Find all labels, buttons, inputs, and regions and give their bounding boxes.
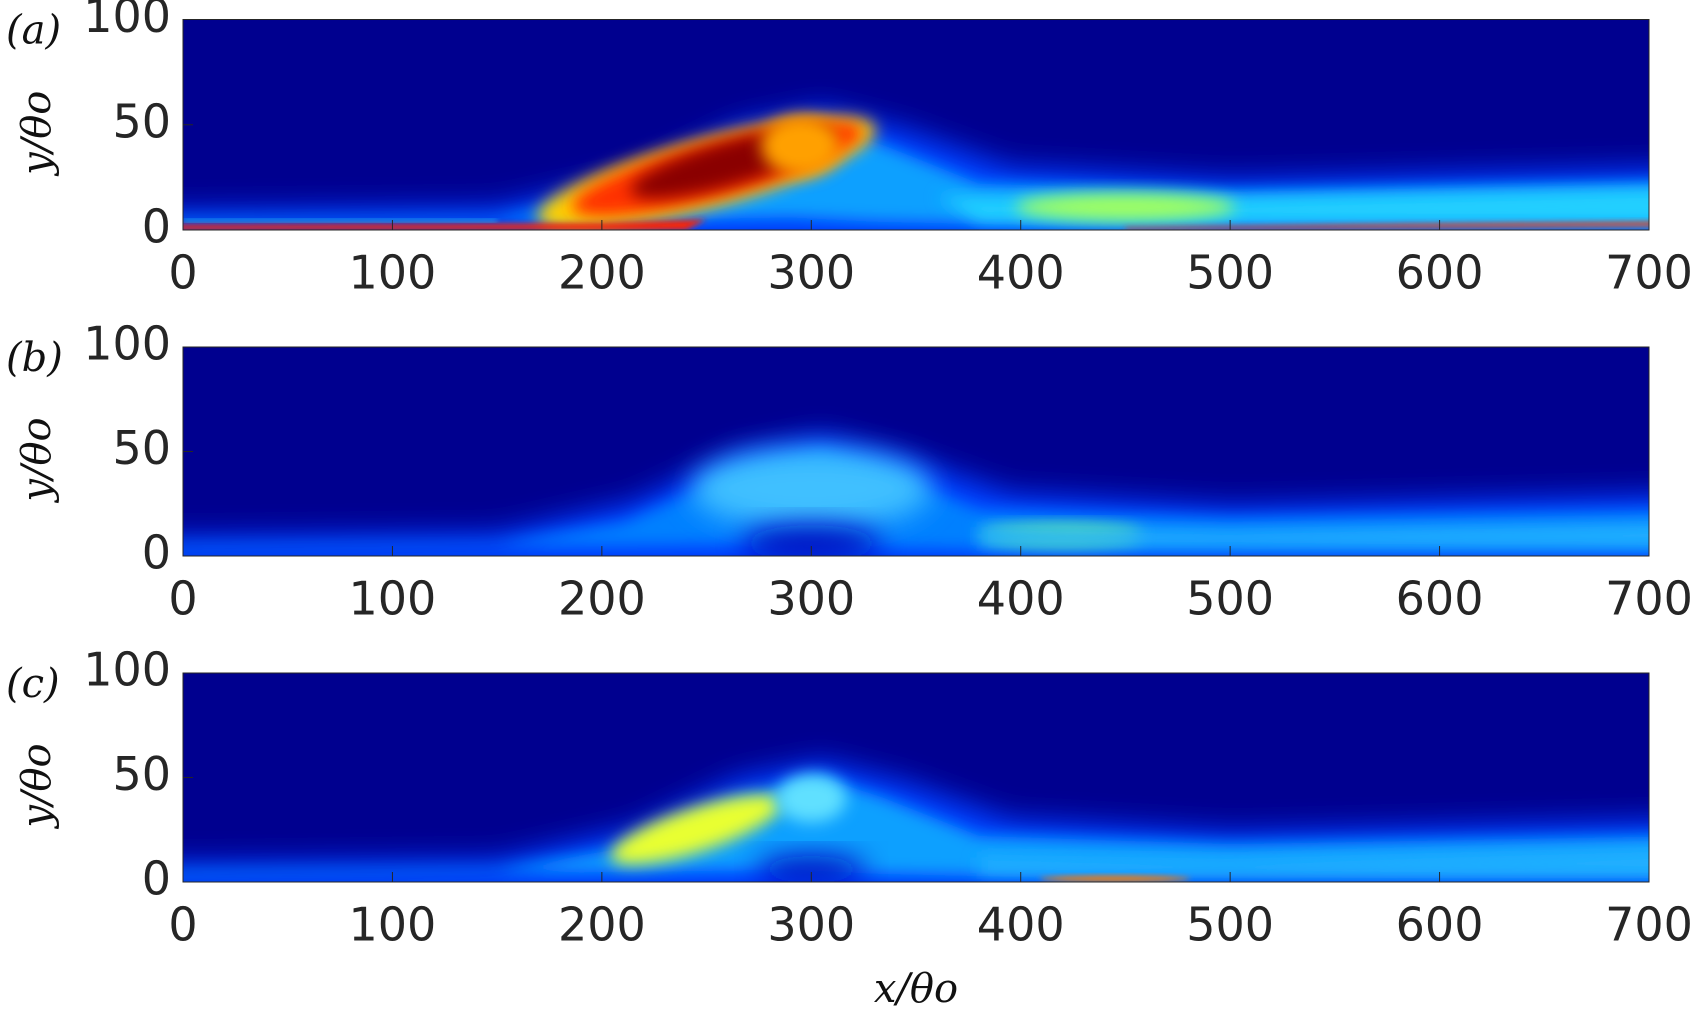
x-tick-label: 700 [1605,898,1693,952]
field-contour [183,219,707,230]
field-contour [741,525,882,556]
y-axis-label: y/θo [14,743,60,829]
x-tick-label: 200 [558,572,646,626]
x-tick-label: 300 [767,572,855,626]
x-tick-label: 0 [168,572,197,626]
field-contour [1125,221,1649,230]
y-tick-label: 50 [112,94,171,148]
field-contour [756,855,867,882]
y-tick-label: 100 [83,0,171,43]
x-axis-label: x/θo [874,966,958,1012]
x-tick-label: 0 [168,898,197,952]
x-tick-label: 500 [1186,572,1274,626]
x-tick-label: 0 [168,246,197,300]
x-tick-label: 300 [767,898,855,952]
field-contour [183,219,498,222]
field-contour [978,523,1649,548]
heatmap-field [183,347,1649,556]
field-contour [1015,192,1236,221]
field-contour [978,849,1649,876]
y-tick-label: 0 [142,852,171,906]
field-contour [776,774,847,823]
y-tick-label: 0 [142,200,171,254]
y-tick-label: 100 [83,643,171,697]
x-tick-label: 100 [349,246,437,300]
x-tick-label: 700 [1605,572,1693,626]
x-tick-label: 200 [558,246,646,300]
panel-label: (a) [6,8,61,54]
x-tick-label: 100 [349,898,437,952]
field-contour [760,115,841,176]
x-tick-label: 300 [767,246,855,300]
y-tick-label: 0 [142,526,171,580]
field-contour [1039,875,1190,882]
x-tick-label: 500 [1186,898,1274,952]
x-tick-label: 400 [977,898,1065,952]
panel-label: (c) [6,661,60,707]
heatmap-field [183,673,1649,882]
y-tick-label: 50 [112,421,171,475]
x-tick-label: 400 [977,246,1065,300]
y-axis-label: y/θo [14,417,60,503]
x-tick-label: 600 [1396,572,1484,626]
field-contour [691,449,932,530]
x-tick-label: 600 [1396,246,1484,300]
x-tick-label: 700 [1605,246,1693,300]
y-tick-label: 100 [83,317,171,371]
x-tick-label: 200 [558,898,646,952]
field-contour [610,794,782,865]
heatmap-field [183,19,1649,230]
panel-label: (b) [6,335,63,381]
y-tick-label: 50 [112,747,171,801]
x-tick-label: 500 [1186,246,1274,300]
x-tick-label: 400 [977,572,1065,626]
x-tick-label: 600 [1396,898,1484,952]
field-contour [183,777,1649,878]
x-tick-label: 100 [349,572,437,626]
y-axis-label: y/θo [14,91,60,177]
